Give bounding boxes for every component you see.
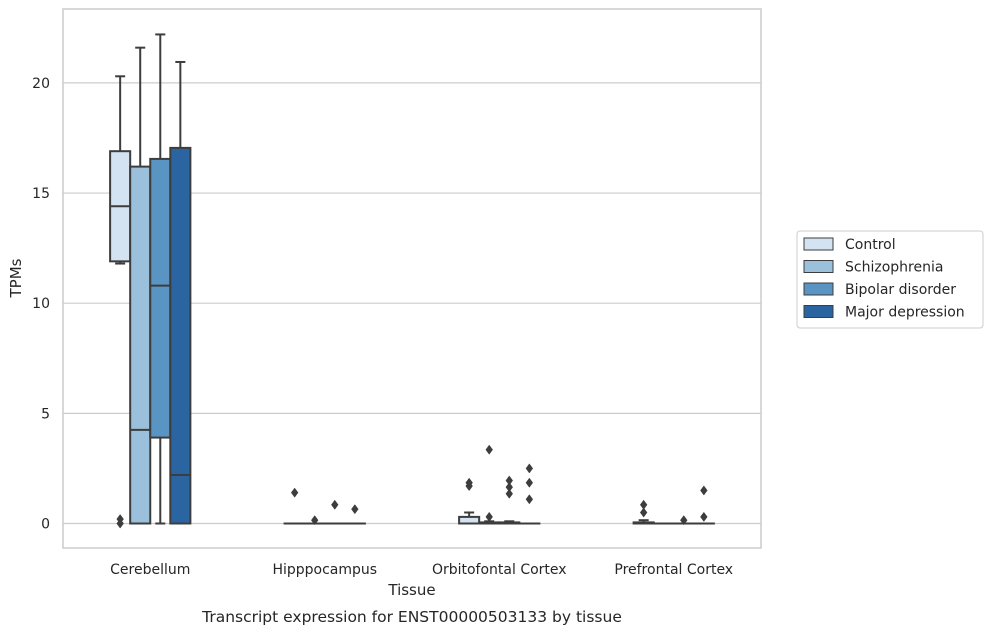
box-control xyxy=(109,75,132,529)
y-tick-label: 15 xyxy=(32,186,50,202)
x-axis-label: Tissue xyxy=(387,581,435,599)
x-tick-label: Cerebellum xyxy=(110,562,190,578)
outlier-point xyxy=(639,499,648,510)
legend-label: Schizophrenia xyxy=(845,260,943,276)
x-tick-labels: Cerebellum Hipppocampus Orbitofontal Corte… xyxy=(110,562,733,578)
outlier-point xyxy=(331,499,339,510)
x-tick-label: Orbitofontal Cortex xyxy=(432,562,567,578)
y-axis-label: TPMs xyxy=(7,258,25,298)
legend-swatch xyxy=(803,237,834,251)
box-body xyxy=(149,157,172,439)
box-body xyxy=(169,146,192,525)
boxplots xyxy=(109,33,715,529)
outlier-point xyxy=(505,475,513,486)
outlier-point xyxy=(505,488,513,499)
box-body xyxy=(129,165,152,525)
outlier-point xyxy=(311,515,319,526)
outlier-point xyxy=(525,463,534,474)
outlier-point xyxy=(700,485,708,496)
legend-frame xyxy=(796,230,984,329)
plot-frame xyxy=(62,8,762,549)
box-major-depression xyxy=(343,504,366,525)
outlier-point xyxy=(290,487,299,498)
legend-swatch xyxy=(803,305,834,318)
box-control xyxy=(283,487,306,525)
box-bipolar-disorder xyxy=(672,515,695,526)
outlier-point xyxy=(525,477,534,488)
legend-swatch xyxy=(803,260,834,273)
y-tick-label: 5 xyxy=(41,406,50,422)
outlier-point xyxy=(351,504,359,515)
y-tick-labels: 0 5 10 15 20 xyxy=(32,76,50,533)
box-control xyxy=(458,477,481,525)
outlier-point xyxy=(639,507,648,518)
legend: Control Schizophrenia Bipolar disorder Majo… xyxy=(796,230,984,329)
y-tick-label: 10 xyxy=(32,296,50,312)
legend-label: Control xyxy=(845,237,896,253)
outlier-point xyxy=(485,511,493,522)
box-bipolar-disorder xyxy=(323,499,346,525)
outlier-point xyxy=(525,494,534,505)
box-bipolar-disorder xyxy=(149,33,172,525)
box-major-depression xyxy=(692,485,715,525)
legend-swatch xyxy=(803,282,834,296)
box-bipolar-disorder xyxy=(498,475,521,525)
outlier-point xyxy=(505,482,513,493)
outlier-point xyxy=(465,477,473,488)
outlier-point xyxy=(116,514,124,525)
x-tick-label: Prefrontal Cortex xyxy=(614,562,733,578)
chart-caption: Transcript expression for ENST0000050313… xyxy=(201,608,622,626)
outlier-point xyxy=(700,511,708,522)
outlier-point xyxy=(680,515,688,526)
box-major-depression xyxy=(518,463,541,525)
box-schizophrenia xyxy=(129,46,152,525)
box-schizophrenia xyxy=(478,444,501,525)
outlier-point xyxy=(485,444,493,455)
legend-label: Major depression xyxy=(845,305,965,321)
box-major-depression xyxy=(169,60,192,525)
box-schizophrenia xyxy=(303,515,326,526)
y-tick-label: 20 xyxy=(32,76,50,92)
x-tick-label: Hipppocampus xyxy=(272,562,377,578)
y-tick-label: 0 xyxy=(41,517,50,533)
box-control xyxy=(632,499,655,525)
legend-label: Bipolar disorder xyxy=(845,282,956,298)
